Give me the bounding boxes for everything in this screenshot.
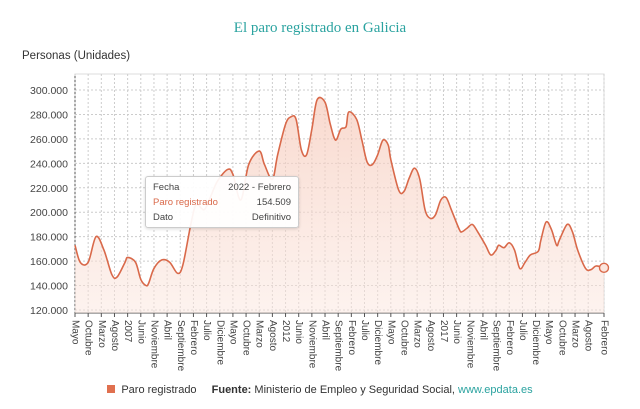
source-text: Ministerio de Empleo y Seguridad Social,: [254, 384, 455, 396]
x-tick-label: Diciembre: [214, 320, 225, 365]
x-tick-label: Diciembre: [372, 320, 383, 365]
x-tick-label: 2012: [280, 320, 291, 343]
x-tick-label: Marzo: [96, 320, 107, 348]
legend-swatch: [107, 385, 116, 393]
x-tick-label: 2007: [122, 320, 133, 343]
x-tick-label: Agosto: [267, 320, 278, 352]
x-tick-label: Mayo: [70, 320, 81, 345]
x-tick-label: Julio: [359, 320, 370, 341]
source-label: Fuente:: [211, 384, 252, 396]
tooltip-label: Dato: [153, 212, 174, 223]
x-tick-label: Octubre: [398, 320, 409, 356]
x-tick-label: Noviembre: [306, 320, 317, 369]
x-tick-label: Agosto: [425, 320, 436, 352]
y-tick-label: 200.000: [30, 207, 68, 219]
x-tick-label: Marzo: [570, 320, 581, 348]
x-tick-label: Agosto: [109, 320, 120, 352]
source-link[interactable]: www.epdata.es: [458, 384, 533, 396]
x-tick-label: Junio: [135, 320, 146, 344]
x-tick-label: Octubre: [241, 320, 252, 356]
x-tick-label: Mayo: [543, 320, 554, 345]
x-tick-label: Mayo: [385, 320, 396, 345]
tooltip-row-date: Fecha 2022 - Febrero: [146, 180, 298, 195]
y-tick-label: 220.000: [30, 183, 68, 195]
x-tick-label: Septiembre: [491, 320, 502, 372]
last-point-marker[interactable]: [598, 262, 610, 274]
tooltip-value: Definitivo: [251, 212, 291, 223]
tooltip: Fecha 2022 - Febrero Paro registrado 154.5…: [145, 176, 299, 228]
y-tick-label: 300.000: [30, 85, 68, 97]
x-tick-label: Febrero: [599, 320, 610, 355]
x-tick-label: Septiembre: [175, 320, 186, 372]
legend: Paro registrado Fuente: Ministerio de Em…: [0, 384, 640, 396]
x-tick-label: Junio: [451, 320, 462, 344]
y-tick-label: 140.000: [30, 281, 68, 293]
x-tick-label: Marzo: [254, 320, 265, 348]
x-tick-label: Abril: [320, 320, 331, 340]
x-tick-label: Febrero: [346, 320, 357, 355]
x-tick-label: Febrero: [504, 320, 515, 355]
series-line: [74, 96, 605, 287]
tooltip-value: 154.509: [256, 197, 291, 208]
y-tick-label: 240.000: [30, 158, 68, 170]
x-ticks: Mayo Octubre Marzo Agosto 2007 Junio Noviembre…: [70, 320, 610, 372]
x-tick-label: Julio: [517, 320, 528, 341]
x-tick-label: Julio: [201, 320, 212, 341]
x-tick-label: Noviembre: [148, 320, 159, 369]
y-ticks: 120.000 140.000 160.000 180.000 200.000 220.0…: [30, 85, 68, 317]
x-tick-label: Abril: [477, 320, 488, 340]
tooltip-label: Paro registrado: [153, 197, 218, 208]
legend-series-label[interactable]: Paro registrado: [121, 384, 197, 396]
y-axis-label: Personas (Unidades): [22, 50, 131, 62]
tooltip-value: 2022 - Febrero: [228, 182, 291, 193]
chart-title: El paro registrado en Galicia: [233, 20, 407, 36]
y-tick-label: 260.000: [30, 134, 68, 146]
y-tick-label: 180.000: [30, 232, 68, 244]
y-tick-label: 120.000: [30, 305, 68, 317]
x-tick-label: Junio: [293, 320, 304, 344]
series-area: [75, 97, 604, 314]
x-tick-label: Agosto: [583, 320, 594, 352]
x-tick-label: 2017: [438, 320, 449, 343]
x-tick-label: Abril: [162, 320, 173, 340]
x-tick-label: Mayo: [227, 320, 238, 345]
y-tick-label: 160.000: [30, 256, 68, 268]
x-tick-label: Octubre: [83, 320, 94, 356]
x-tick-label: Noviembre: [464, 320, 475, 369]
tooltip-row-series: Paro registrado 154.509: [146, 195, 298, 210]
x-tick-label: Septiembre: [333, 320, 344, 372]
x-tick-label: Diciembre: [530, 320, 541, 365]
tooltip-row-status: Dato Definitivo: [146, 210, 298, 225]
tooltip-label: Fecha: [153, 182, 180, 193]
y-tick-label: 280.000: [30, 109, 68, 121]
x-tick-label: Febrero: [188, 320, 199, 355]
x-tick-label: Marzo: [412, 320, 423, 348]
x-tick-label: Octubre: [556, 320, 567, 356]
